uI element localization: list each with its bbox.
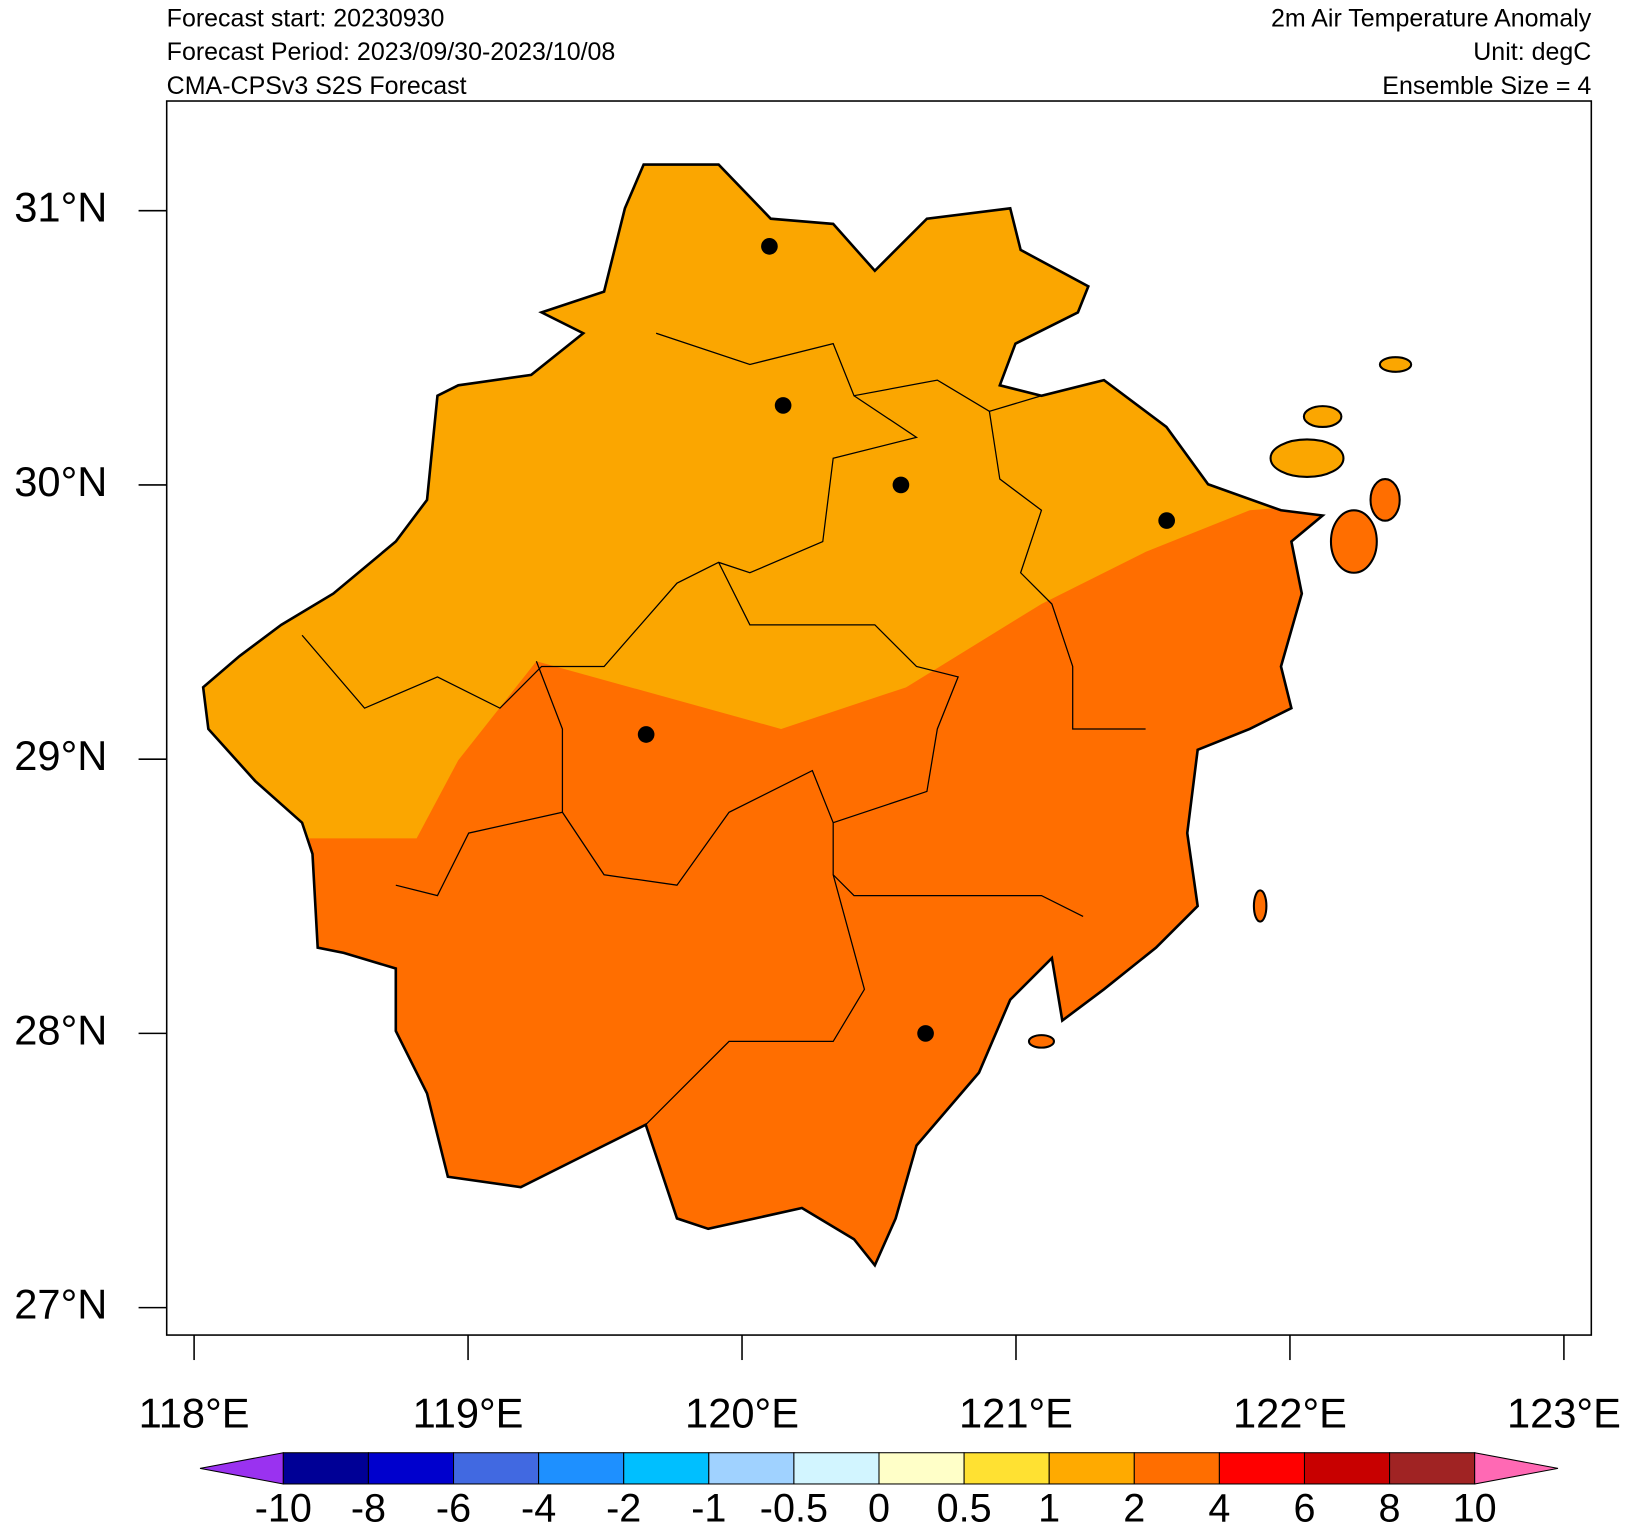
colorbar-box (1133, 1452, 1220, 1485)
colorbar-box (282, 1452, 369, 1485)
colorbar-label: 6 (1293, 1487, 1315, 1531)
colorbar-label: 4 (1208, 1487, 1230, 1531)
y-tick-label: 29°N (14, 732, 107, 779)
city-point (892, 476, 910, 494)
map-frame (165, 100, 1593, 1336)
x-tick-label: 120°E (685, 1389, 799, 1436)
colorbar-label: -4 (521, 1487, 556, 1531)
colorbar-label: 8 (1379, 1487, 1401, 1531)
x-tick-label: 123°E (1507, 1389, 1621, 1436)
colorbar-label: 1 (1038, 1487, 1060, 1531)
header-text: Ensemble Size = 4 (1382, 72, 1591, 100)
header-text: Forecast Period: 2023/09/30-2023/10/08 (167, 38, 616, 66)
x-tick-label: 119°E (413, 1389, 524, 1436)
header-text: Unit: degC (1473, 38, 1591, 66)
city-point (774, 397, 792, 414)
colorbar-box (538, 1452, 625, 1485)
colorbar-label: 10 (1453, 1487, 1497, 1531)
colorbar-box (1218, 1452, 1306, 1485)
colorbar-box (1389, 1452, 1476, 1485)
colorbar-box (963, 1452, 1050, 1485)
colorbar-label: 2 (1123, 1487, 1145, 1531)
colorbar-box (367, 1452, 455, 1485)
header-text: Forecast start: 20230930 (167, 4, 445, 32)
y-tick-label: 27°N (14, 1281, 107, 1328)
colorbar-label: -8 (351, 1487, 386, 1531)
colorbar-arrow (1474, 1452, 1559, 1485)
x-tick-label: 122°E (1233, 1389, 1347, 1436)
colorbar-arrow (199, 1452, 284, 1485)
city-point (917, 1025, 934, 1042)
y-tick-label: 28°N (14, 1006, 107, 1053)
header-text: 2m Air Temperature Anomaly (1271, 4, 1592, 32)
colorbar-label: -10 (255, 1487, 312, 1531)
colorbar-box (708, 1452, 795, 1485)
colorbar-box (878, 1452, 965, 1485)
city-point (1158, 512, 1175, 529)
colorbar-label: 0.5 (937, 1487, 992, 1531)
city-point (637, 726, 655, 743)
colorbar-box (453, 1452, 540, 1485)
colorbar-label: 0 (868, 1487, 890, 1531)
colorbar-label: -1 (691, 1487, 726, 1531)
colorbar-box (1048, 1452, 1135, 1485)
province (201, 163, 1413, 1267)
x-tick-label: 118°E (139, 1389, 250, 1436)
colorbar-box (1303, 1452, 1391, 1485)
colorbar-label: -0.5 (760, 1487, 828, 1531)
colorbar-label: -6 (436, 1487, 471, 1531)
y-tick-label: 31°N (14, 184, 107, 231)
colorbar-box (623, 1452, 710, 1485)
colorbar-box (793, 1452, 880, 1485)
y-tick-label: 30°N (14, 458, 107, 505)
city-point (761, 238, 778, 255)
x-tick-label: 121°E (959, 1389, 1073, 1436)
header-text: CMA-CPSv3 S2S Forecast (167, 72, 467, 100)
colorbar-label: -2 (606, 1487, 641, 1531)
